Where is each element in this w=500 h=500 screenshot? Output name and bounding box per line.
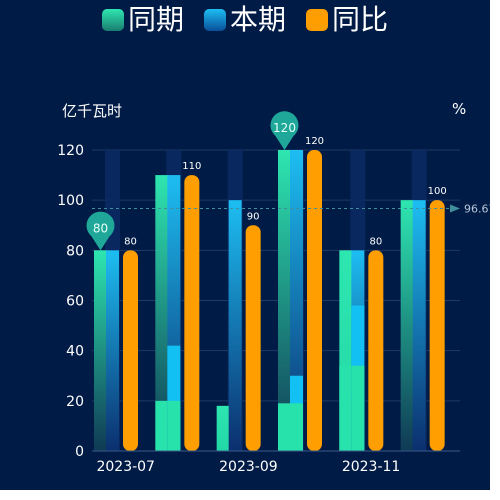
bar-tongbi xyxy=(429,200,445,451)
bar-tongbi xyxy=(184,175,200,452)
y-axis-right-unit: % xyxy=(452,100,467,118)
bar-tongbi xyxy=(368,250,384,451)
y-tick-label: 0 xyxy=(75,444,84,460)
bar-tongqi xyxy=(400,200,414,451)
legend-label-tongqi: 同期 xyxy=(127,3,184,36)
y-axis-left-unit: 亿千瓦时 xyxy=(62,102,123,120)
bar-tongqi xyxy=(278,150,291,451)
y-tick-label: 80 xyxy=(66,243,84,259)
legend: 同期 本期 同比 xyxy=(0,0,490,40)
bar-tongqi-lower xyxy=(278,403,291,451)
bar-tongqi xyxy=(155,175,169,452)
y-tick-label: 60 xyxy=(66,294,84,310)
x-tick-label: 2023-11 xyxy=(342,459,401,475)
bar-tongqi-lower xyxy=(155,400,169,451)
average-line-arrow xyxy=(450,204,460,213)
y-tick-label: 20 xyxy=(66,394,84,410)
marker-pin xyxy=(86,211,115,251)
data-label: 110 xyxy=(182,161,201,172)
legend-item-tongqi[interactable]: 同期 xyxy=(101,3,184,36)
y-tick-label: 40 xyxy=(66,344,84,360)
marker-label: 80 xyxy=(93,221,108,235)
y-tick-label: 120 xyxy=(57,143,84,159)
legend-swatch-tongqi xyxy=(101,9,124,31)
x-tick-label: 2023-07 xyxy=(96,459,155,475)
legend-label-benqi: 本期 xyxy=(229,3,286,36)
data-label: 100 xyxy=(428,186,447,197)
marker-label: 120 xyxy=(273,121,296,135)
legend-item-benqi[interactable]: 本期 xyxy=(203,3,286,36)
x-tick-label: 2023-09 xyxy=(219,459,278,475)
bar-tongbi xyxy=(245,225,261,451)
chart-panel: 同期 本期 同比 亿千瓦时 % xyxy=(0,0,490,490)
average-line-label: 96.67 xyxy=(464,203,490,216)
bar-benqi xyxy=(412,200,426,451)
bar-benqi-overlap xyxy=(290,403,303,451)
y-tick-label: 100 xyxy=(57,193,84,209)
bar-tongbi xyxy=(123,250,138,451)
bar-benqi-overlap xyxy=(351,365,365,451)
bar-tongqi-lower xyxy=(339,365,353,451)
marker-pin xyxy=(270,111,299,150)
data-label: 80 xyxy=(124,236,137,247)
bar-chart: 80 110 90 120 80 100 96.67 80 120 0 20 40 60 80 100 1… xyxy=(57,111,490,475)
data-label: 120 xyxy=(305,136,324,147)
bar-benqi-overlap xyxy=(167,400,181,451)
bar-benqi xyxy=(106,250,119,451)
legend-swatch-benqi xyxy=(203,9,226,31)
bar-tongqi xyxy=(216,405,230,451)
data-label: 90 xyxy=(247,211,260,222)
bar-tongqi xyxy=(94,250,107,451)
bar-tongbi xyxy=(307,150,322,451)
legend-item-tongbi[interactable]: 同比 xyxy=(306,6,388,34)
bar-benqi xyxy=(228,200,242,451)
data-label: 80 xyxy=(369,236,382,247)
legend-label-tongbi: 同比 xyxy=(332,3,389,36)
legend-swatch-tongbi xyxy=(306,9,328,31)
